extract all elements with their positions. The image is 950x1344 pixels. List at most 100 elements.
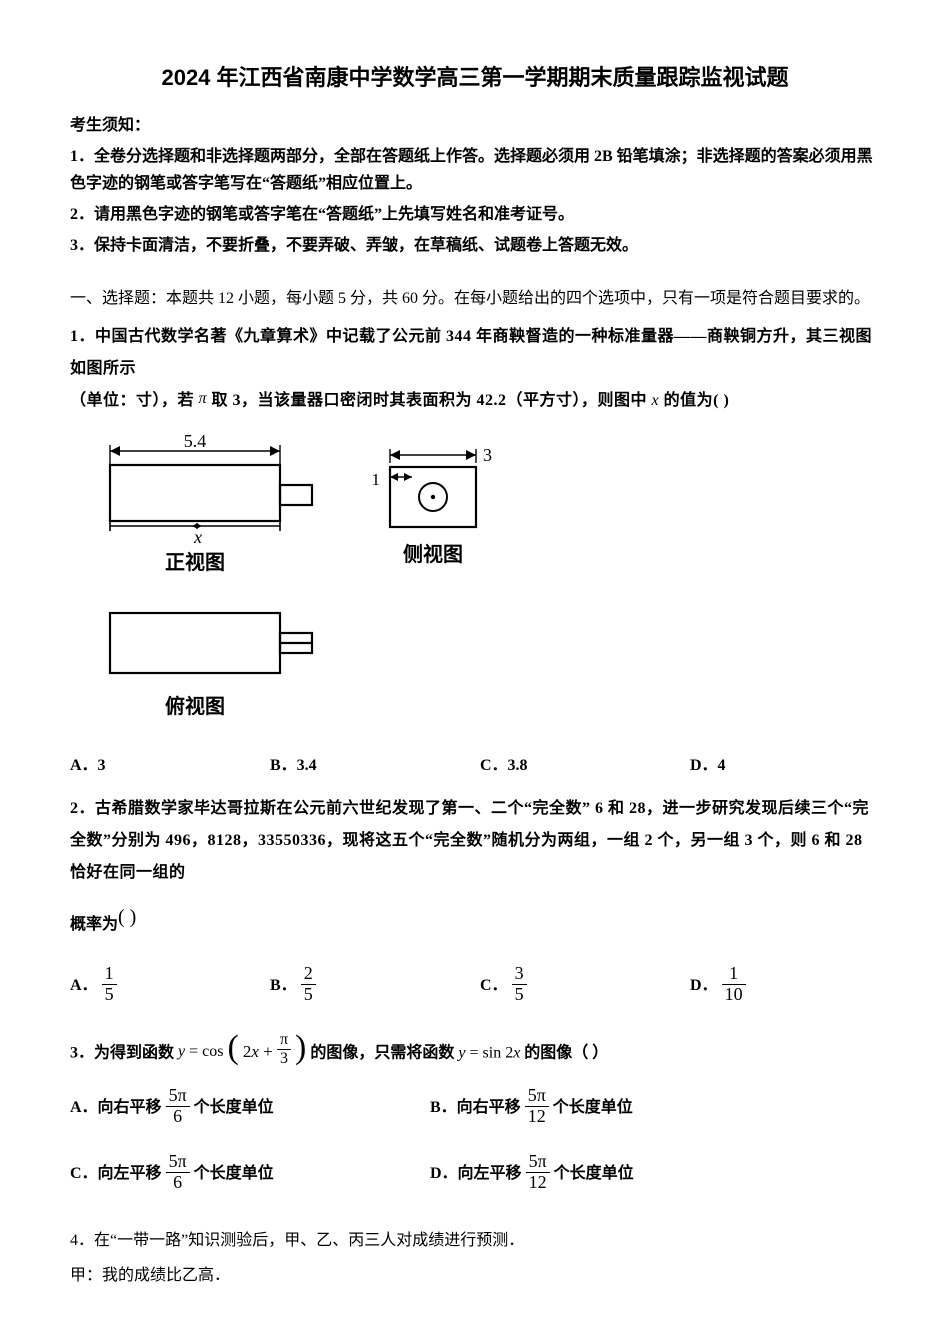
q3-row-cd: C．向左平移 5π 6 个长度单位 D．向左平移 5π 12 个长度单位 bbox=[70, 1154, 880, 1195]
q3-d-den: 12 bbox=[526, 1173, 550, 1193]
q3-plus: + bbox=[263, 1042, 273, 1061]
q2-a-num: 1 bbox=[102, 964, 117, 985]
q3-xx: x bbox=[513, 1044, 520, 1061]
q2-b-label: B． bbox=[270, 977, 297, 994]
q3-a-tail: 个长度单位 bbox=[194, 1099, 274, 1116]
q1-opt-b: B．3.4 bbox=[270, 753, 480, 779]
q1-opt-a: A．3 bbox=[70, 753, 270, 779]
q2-d-num: 1 bbox=[722, 964, 746, 985]
side-view-label: 侧视图 bbox=[403, 542, 463, 566]
dim-5-4: 5.4 bbox=[184, 433, 207, 451]
q3-row-ab: A．向右平移 5π 6 个长度单位 B．向右平移 5π 12 个长度单位 bbox=[70, 1088, 880, 1129]
q2-stem-tail: 概率为( ) bbox=[70, 895, 880, 942]
q3-b-num: 5π bbox=[525, 1086, 549, 1107]
q3-c-frac: 5π 6 bbox=[166, 1152, 190, 1193]
q2-b-num: 2 bbox=[301, 964, 316, 985]
q2-tail-text: 概率为 bbox=[70, 916, 118, 933]
q2-b-den: 5 bbox=[301, 985, 316, 1005]
three-view-svg: 5.4 x 正视图 3 1 bbox=[80, 433, 540, 743]
q1-figure: 5.4 x 正视图 3 1 bbox=[80, 433, 880, 743]
q1-opt-d: D．4 bbox=[690, 753, 870, 779]
top-view-label: 俯视图 bbox=[165, 694, 225, 718]
q3-d-num: 5π bbox=[526, 1152, 550, 1173]
q3-b-lbl: B．向右平移 bbox=[430, 1099, 525, 1116]
page-title: 2024 年江西省南康中学数学高三第一学期期末质量跟踪监视试题 bbox=[70, 60, 880, 95]
q2-a-label: A． bbox=[70, 977, 98, 994]
q3-prefix: 3．为得到函数 bbox=[70, 1044, 174, 1061]
q3-x-var: x bbox=[251, 1042, 259, 1061]
section-1-head: 一、选择题：本题共 12 小题，每小题 5 分，共 60 分。在每小题给出的四个… bbox=[70, 286, 880, 312]
side-view-group: 3 1 侧视图 bbox=[372, 445, 493, 566]
q2-c-frac: 3 5 bbox=[512, 964, 527, 1005]
q3-suffix2: 的图像（ ） bbox=[524, 1044, 608, 1061]
q2-stem: 2．古希腊数学家毕达哥拉斯在公元前六世纪发现了第一、二个“完全数” 6 和 28… bbox=[70, 793, 880, 889]
q1-x: x bbox=[652, 392, 660, 409]
dim-x: x bbox=[193, 527, 202, 547]
q3-a-num: 5π bbox=[166, 1086, 190, 1107]
q1-stem-a: 1．中国古代数学名著《九章算术》中记载了公元前 344 年商鞅督造的一种标准量器… bbox=[70, 328, 872, 377]
q3-c-lbl: C．向左平移 bbox=[70, 1165, 166, 1182]
q3-eq: = bbox=[189, 1043, 198, 1060]
q3-c-num: 5π bbox=[166, 1152, 190, 1173]
q2-c-num: 3 bbox=[512, 964, 527, 985]
q3-d-frac: 5π 12 bbox=[526, 1152, 550, 1193]
q3-opt-b: B．向右平移 5π 12 个长度单位 bbox=[430, 1088, 790, 1129]
q3-inner-frac: π 3 bbox=[277, 1031, 291, 1067]
q3-b-tail: 个长度单位 bbox=[553, 1099, 633, 1116]
q2-d-label: D． bbox=[690, 977, 718, 994]
q2-opt-a: A． 1 5 bbox=[70, 966, 270, 1007]
top-view-group: 俯视图 bbox=[110, 613, 312, 718]
q3-b-den: 12 bbox=[525, 1107, 549, 1127]
q3-suffix1: 的图像，只需将函数 bbox=[310, 1044, 454, 1061]
notice-item-1: 1．全卷分选择题和非选择题两部分，全部在答题纸上作答。选择题必须用 2B 铅笔填… bbox=[70, 143, 880, 197]
q4-line2: 甲：我的成绩比乙高． bbox=[70, 1258, 880, 1293]
front-view-group: 5.4 x 正视图 bbox=[110, 433, 312, 574]
notice-head: 考生须知： bbox=[70, 113, 880, 139]
q3-d-lbl: D．向左平移 bbox=[430, 1165, 526, 1182]
q1-stem-d: 的值为( ) bbox=[664, 392, 730, 409]
q3-opt-a: A．向右平移 5π 6 个长度单位 bbox=[70, 1088, 430, 1129]
q2-stem-main: 2．古希腊数学家毕达哥拉斯在公元前六世纪发现了第一、二个“完全数” 6 和 28… bbox=[70, 800, 869, 881]
notice-item-3: 3．保持卡面清洁，不要折叠，不要弄破、弄皱，在草稿纸、试题卷上答题无效。 bbox=[70, 232, 880, 259]
q3-y: y bbox=[178, 1043, 185, 1060]
q1-stem-c: 取 3，当该量器口密闭时其表面积为 42.2（平方寸），则图中 bbox=[212, 392, 648, 409]
q3-opt-c: C．向左平移 5π 6 个长度单位 bbox=[70, 1154, 430, 1195]
q3-eq1: y = cos ( 2x + π 3 ) bbox=[178, 1033, 306, 1070]
q2-a-den: 5 bbox=[102, 985, 117, 1005]
q2-c-den: 5 bbox=[512, 985, 527, 1005]
q3-stem: 3．为得到函数 y = cos ( 2x + π 3 ) 的图像，只需将函数 y… bbox=[70, 1035, 880, 1072]
notice-item-2: 2．请用黑色字迹的钢笔或答字笔在“答题纸”上先填写姓名和准考证号。 bbox=[70, 201, 880, 228]
q2-d-den: 10 bbox=[722, 985, 746, 1005]
q1-options: A．3 B．3.4 C．3.8 D．4 bbox=[70, 753, 880, 779]
q3-cos: cos bbox=[202, 1043, 223, 1060]
q2-opt-b: B． 2 5 bbox=[270, 966, 480, 1007]
q2-d-frac: 1 10 bbox=[722, 964, 746, 1005]
q3-c-tail: 个长度单位 bbox=[194, 1165, 274, 1182]
q2-c-label: C． bbox=[480, 977, 508, 994]
q2-a-frac: 1 5 bbox=[102, 964, 117, 1005]
q3-inner-den: 3 bbox=[277, 1050, 291, 1068]
dim-3: 3 bbox=[483, 445, 492, 465]
q3-2: 2 bbox=[505, 1044, 513, 1061]
q3-c-den: 6 bbox=[166, 1173, 190, 1193]
q3-inner-num: π bbox=[277, 1031, 291, 1050]
q3-a-den: 6 bbox=[166, 1107, 190, 1127]
q3-b-frac: 5π 12 bbox=[525, 1086, 549, 1127]
q2-b-frac: 2 5 bbox=[301, 964, 316, 1005]
front-view-label: 正视图 bbox=[165, 551, 225, 574]
q2-opt-d: D． 1 10 bbox=[690, 966, 870, 1007]
q3-d-tail: 个长度单位 bbox=[554, 1165, 634, 1182]
q3-eq2: = bbox=[469, 1044, 482, 1061]
q2-opt-c: C． 3 5 bbox=[480, 966, 690, 1007]
q1-opt-c: C．3.8 bbox=[480, 753, 690, 779]
q2-paren: ( ) bbox=[118, 906, 136, 928]
q1-stem: 1．中国古代数学名著《九章算术》中记载了公元前 344 年商鞅督造的一种标准量器… bbox=[70, 321, 880, 417]
q3-sin: sin bbox=[483, 1044, 502, 1061]
q3-y2: y bbox=[458, 1044, 465, 1061]
q1-pi: π bbox=[199, 390, 208, 407]
dim-1: 1 bbox=[372, 470, 381, 489]
q2-options: A． 1 5 B． 2 5 C． 3 5 D． 1 10 bbox=[70, 966, 880, 1007]
q3-a-frac: 5π 6 bbox=[166, 1086, 190, 1127]
q3-a-lbl: A．向右平移 bbox=[70, 1099, 166, 1116]
q4-line1: 4．在“一带一路”知识测验后，甲、乙、丙三人对成绩进行预测． bbox=[70, 1223, 880, 1258]
